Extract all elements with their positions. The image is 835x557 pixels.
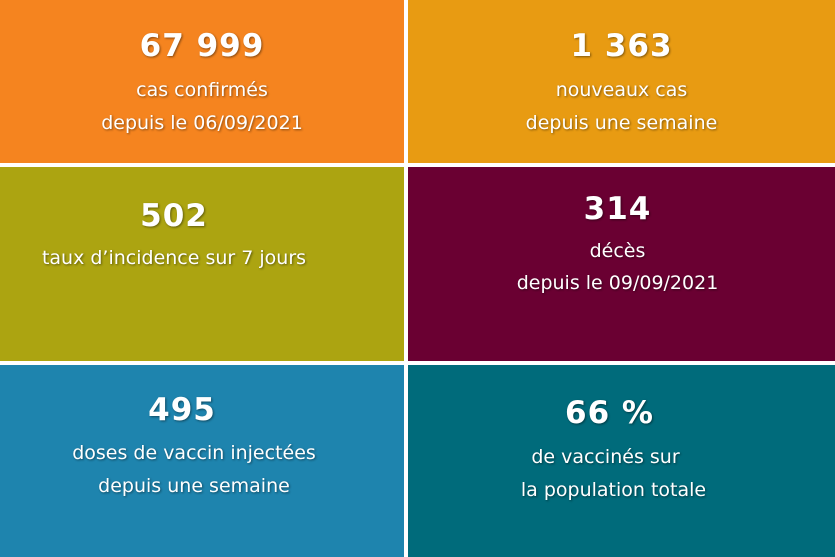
stat-label: doses de vaccin injectées [72, 442, 316, 464]
tile-confirmed-cases: 67 999 cas confirmés depuis le 06/09/202… [0, 0, 404, 163]
stat-value: 314 [583, 191, 652, 227]
stat-sublabel: la population totale [520, 479, 707, 501]
stat-sublabel: depuis le 06/09/2021 [101, 112, 303, 134]
tile-vaccinated-percent: 66 % de vaccinés sur la population total… [408, 365, 835, 557]
stat-sublabel: depuis une semaine [525, 112, 718, 134]
tile-deaths: 314 décès depuis le 09/09/2021 [408, 167, 835, 361]
stat-value: 495 [148, 392, 216, 428]
stat-label: nouveaux cas [555, 79, 688, 101]
stat-value: 502 [140, 198, 208, 234]
stat-label: taux d’incidence sur 7 jours [41, 247, 307, 269]
stat-sublabel: depuis une semaine [98, 475, 290, 497]
stat-sublabel: depuis le 09/09/2021 [516, 272, 719, 294]
stat-value: 66 % [565, 395, 654, 431]
stat-label: cas confirmés [136, 79, 268, 101]
tile-vaccine-doses: 495 doses de vaccin injectées depuis une… [0, 365, 404, 557]
stat-value: 67 999 [139, 28, 265, 64]
stat-value: 1 363 [570, 28, 673, 64]
tile-new-cases: 1 363 nouveaux cas depuis une semaine [408, 0, 835, 163]
tile-incidence-rate: 502 taux d’incidence sur 7 jours [0, 167, 404, 361]
stat-label: de vaccinés sur [531, 446, 680, 468]
stat-label: décès [589, 240, 646, 262]
